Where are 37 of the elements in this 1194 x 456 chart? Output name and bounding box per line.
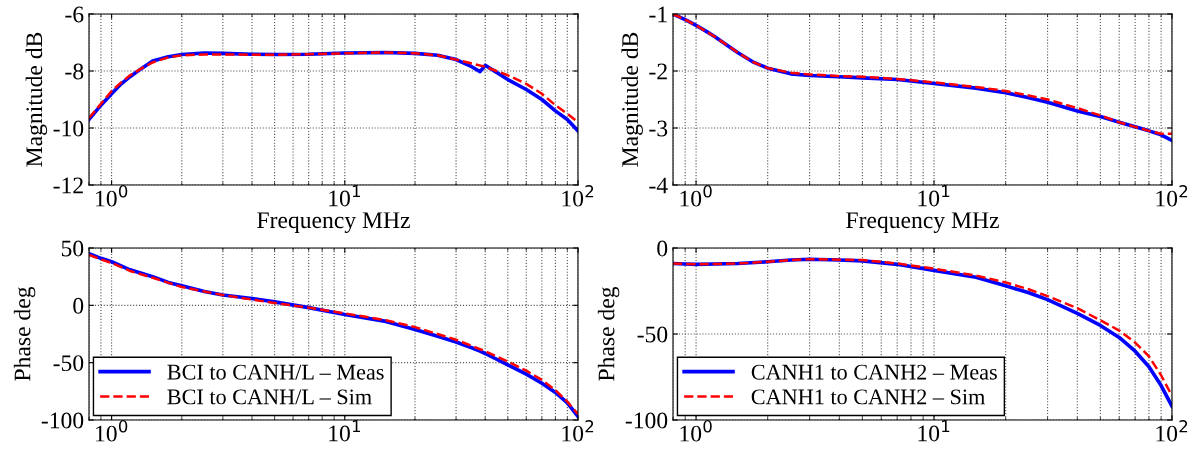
y-axis-title: Phase deg bbox=[13, 286, 36, 381]
y-tick-label: -100 bbox=[41, 412, 84, 429]
x-tick-label: 10$^{1}$ bbox=[329, 185, 361, 207]
y-tick-label: 0 bbox=[657, 240, 668, 257]
x-tick-label: 10$^{2}$ bbox=[1156, 420, 1188, 442]
y-tick-label: -4 bbox=[649, 177, 668, 194]
y-tick-label: -8 bbox=[65, 63, 84, 80]
y-tick-label: -10 bbox=[53, 120, 84, 137]
y-tick-label: -100 bbox=[625, 412, 668, 429]
x-tick-label: 10$^{0}$ bbox=[680, 185, 712, 207]
x-tick-label: 10$^{2}$ bbox=[562, 185, 594, 207]
y-tick-label: -2 bbox=[649, 63, 667, 80]
x-axis-title: Frequency MHz bbox=[846, 212, 999, 233]
x-tick-label: 10$^{1}$ bbox=[329, 420, 361, 442]
legend-label: BCI to CANH/L – Meas bbox=[167, 364, 384, 380]
y-tick-label: -50 bbox=[53, 355, 84, 372]
y-tick-label: -6 bbox=[65, 6, 84, 23]
y-tick-label: -50 bbox=[637, 326, 668, 343]
y-tick-label: -12 bbox=[53, 177, 83, 194]
x-tick-label: 10$^{0}$ bbox=[96, 185, 128, 207]
y-axis-title: Phase deg bbox=[597, 286, 620, 381]
legend-label: CANH1 to CANH2 – Sim bbox=[751, 389, 986, 405]
y-tick-label: -1 bbox=[649, 6, 667, 23]
legend-label: BCI to CANH/L – Sim bbox=[167, 389, 372, 405]
y-axis-title: Magnitude dB bbox=[25, 32, 48, 167]
x-axis-title: Frequency MHz bbox=[257, 212, 410, 233]
x-tick-label: 10$^{0}$ bbox=[96, 420, 128, 442]
y-axis-title: Magnitude dB bbox=[621, 32, 643, 167]
x-tick-label: 10$^{1}$ bbox=[918, 420, 950, 442]
x-tick-label: 10$^{2}$ bbox=[562, 420, 594, 442]
y-tick-label: 0 bbox=[73, 297, 84, 314]
x-tick-label: 10$^{2}$ bbox=[1156, 185, 1188, 207]
legend-label: CANH1 to CANH2 – Meas bbox=[751, 364, 997, 380]
y-tick-label: -3 bbox=[649, 120, 668, 137]
x-tick-label: 10$^{1}$ bbox=[918, 185, 950, 207]
y-tick-label: 50 bbox=[61, 240, 84, 257]
x-tick-label: 10$^{0}$ bbox=[680, 420, 712, 442]
